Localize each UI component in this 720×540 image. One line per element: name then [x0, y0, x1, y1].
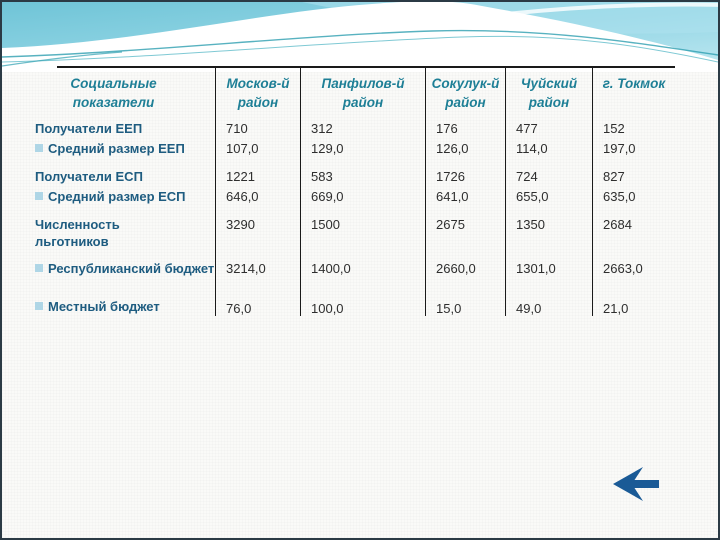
table-cell: 21,0: [592, 290, 675, 316]
table-cell: 2663,0: [592, 250, 675, 290]
table-cell: 3290: [215, 208, 300, 250]
table-cell: 312: [300, 116, 425, 138]
table-cell: 2675: [425, 208, 505, 250]
table-cell: 1350: [505, 208, 592, 250]
column-header-moskovsky: Москов-й район: [215, 68, 300, 116]
table-cell: 15,0: [425, 290, 505, 316]
table-cell: 477: [505, 116, 592, 138]
table-cell: 710: [215, 116, 300, 138]
bullet-icon: [35, 144, 43, 152]
slide-table: Социальные показатели Москов-й район Пан…: [12, 66, 676, 316]
table-cell: 76,0: [215, 290, 300, 316]
bullet-icon: [35, 264, 43, 272]
back-arrow-button[interactable]: [613, 467, 659, 501]
table-cell: 641,0: [425, 186, 505, 208]
table-cell: 1301,0: [505, 250, 592, 290]
column-header-indicators: Социальные показатели: [70, 76, 157, 110]
column-header-panfilovsky: Панфилов-й район: [300, 68, 425, 116]
wave-header-decoration: [2, 2, 718, 72]
table-cell: 114,0: [505, 138, 592, 160]
table-cell: 1221: [215, 160, 300, 186]
table-cell: 2660,0: [425, 250, 505, 290]
table-cell: 126,0: [425, 138, 505, 160]
table-cell: 827: [592, 160, 675, 186]
row-label: Получатели ЕЕП: [35, 121, 143, 136]
table-cell: 107,0: [215, 138, 300, 160]
column-header-chuysky: Чуйский район: [505, 68, 592, 116]
table-cell: 724: [505, 160, 592, 186]
bullet-icon: [35, 192, 43, 200]
table-cell: 100,0: [300, 290, 425, 316]
table-top-rule: [57, 66, 675, 68]
table-cell: 1726: [425, 160, 505, 186]
table-cell: 49,0: [505, 290, 592, 316]
table-cell: 129,0: [300, 138, 425, 160]
table-cell: 1400,0: [300, 250, 425, 290]
table-cell: 655,0: [505, 186, 592, 208]
table-cell: 3214,0: [215, 250, 300, 290]
table-cell: 197,0: [592, 138, 675, 160]
table-cell: 646,0: [215, 186, 300, 208]
table-cell: 1500: [300, 208, 425, 250]
row-label: Республиканский бюджет: [12, 250, 215, 290]
table-cell: 635,0: [592, 186, 675, 208]
table-cell: 152: [592, 116, 675, 138]
row-label: Численность льготников: [35, 217, 120, 249]
table-cell: 2684: [592, 208, 675, 250]
column-header-sokuluksky: Сокулук-й район: [425, 68, 505, 116]
bullet-icon: [35, 302, 43, 310]
left-arrow-icon: [613, 467, 659, 501]
row-label: Местный бюджет: [12, 290, 215, 316]
row-label: Средний размер ЕЕП: [12, 138, 215, 160]
table-cell: 669,0: [300, 186, 425, 208]
table-cell: 176: [425, 116, 505, 138]
row-label: Средний размер ЕСП: [12, 186, 215, 208]
column-header-tokmok: г. Токмок: [592, 68, 675, 116]
row-label: Получатели ЕСП: [35, 169, 143, 184]
table-cell: 583: [300, 160, 425, 186]
